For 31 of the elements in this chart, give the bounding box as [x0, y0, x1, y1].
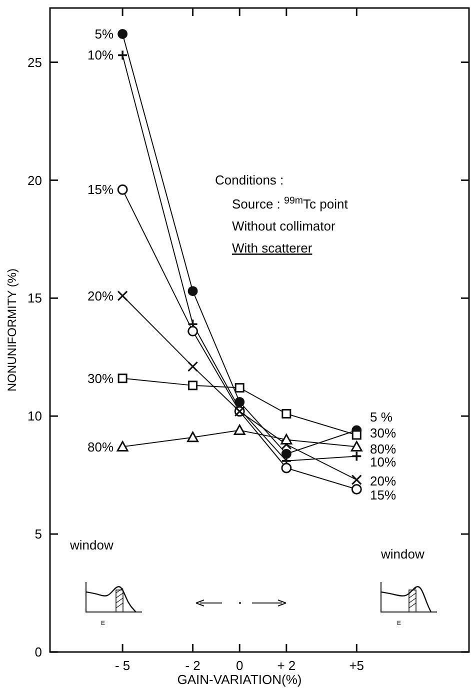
annotation: 15%: [370, 488, 396, 503]
y-tick-label: 0: [34, 644, 42, 660]
y-tick-label: 5: [34, 526, 42, 542]
series-label: 30%: [88, 370, 114, 386]
annotation: 10%: [370, 454, 396, 470]
series-label: 80%: [88, 439, 114, 454]
y-tick-label: 25: [28, 54, 42, 70]
x-tick-label: - 5: [114, 658, 130, 673]
legend-label: 5%: [94, 26, 114, 42]
x-tick-label: 0: [236, 658, 244, 673]
annotation: 20%: [370, 474, 396, 489]
series-label: 20%: [88, 288, 114, 304]
series-label: 15%: [88, 182, 114, 198]
y-tick-label: 20: [28, 172, 42, 188]
annotation: window: [69, 538, 114, 553]
annotation: Source : $^{99m}$Tc point: [232, 195, 348, 212]
annotation: 5 %: [370, 410, 393, 425]
x-axis-title: GAIN-VARIATION(%): [177, 672, 302, 687]
annotation: Conditions :: [215, 172, 284, 188]
y-tick-label: 10: [28, 408, 42, 424]
x-tick-label: - 2: [185, 658, 200, 673]
series-label: 10%: [88, 48, 114, 63]
y-axis-title: NONUNIFORMITY (%): [5, 268, 19, 392]
x-tick-label: + 2: [277, 658, 296, 673]
annotation: Without collimator: [232, 218, 336, 234]
annotation: 80%: [370, 442, 396, 457]
annotation: window: [380, 546, 425, 562]
y-tick-label: 15: [28, 290, 42, 306]
annotation: 30%: [370, 426, 396, 441]
annotation: With scatterer: [232, 240, 313, 256]
x-tick-label: +5: [349, 658, 364, 673]
